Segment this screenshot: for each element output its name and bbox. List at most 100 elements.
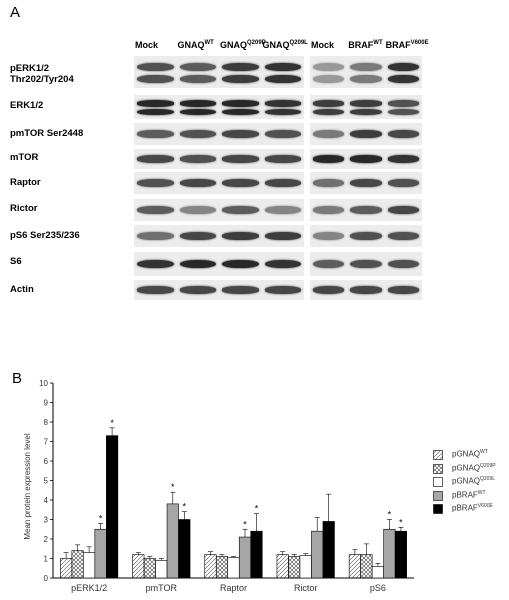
blot-band — [222, 286, 259, 294]
blot-band — [222, 259, 259, 269]
legend-swatch — [433, 463, 443, 474]
legend-item: pGNAQQ209P — [433, 463, 509, 476]
blot-row-label-line: Actin — [10, 284, 34, 295]
legend-swatch-rect — [433, 504, 443, 514]
blot-band — [313, 155, 345, 163]
lane-label-superscript: Q209L — [289, 40, 308, 46]
blot-band — [179, 232, 216, 240]
legend-item: pGNAQWT — [433, 449, 509, 462]
blot-band — [179, 286, 216, 294]
legend-label-base: pBRAF — [452, 503, 478, 513]
bar — [71, 550, 84, 579]
blot-strip — [134, 280, 304, 300]
blot-strip — [134, 225, 304, 247]
blot-strip — [310, 149, 422, 169]
blot-band — [137, 179, 174, 187]
blot-band — [222, 63, 259, 72]
blot-band — [350, 155, 382, 163]
legend-swatch-rect — [433, 477, 443, 487]
lane-label-superscript: WT — [373, 40, 383, 46]
blot-band — [350, 206, 382, 214]
blot-row-label-line: pS6 Ser235/236 — [10, 230, 80, 241]
blot-band — [387, 206, 419, 214]
y-tick-label: 2 — [44, 535, 49, 544]
blot-band — [387, 130, 419, 138]
bar — [60, 558, 73, 579]
lane-label-text: Mock — [135, 40, 159, 50]
lane-label-text: GNAQ — [262, 40, 290, 50]
legend-label: pGNAQQ209P — [452, 463, 496, 473]
blot-row-label-line: pERK1/2 — [10, 63, 50, 74]
bar — [143, 558, 156, 579]
blot-strip — [134, 149, 304, 169]
blot-row-label: pmTOR Ser2448 — [10, 128, 130, 139]
blot-band — [137, 206, 174, 214]
bar — [371, 566, 384, 579]
blot-row-label-line: Rictor — [10, 203, 38, 214]
blot-band — [222, 100, 259, 107]
blot-band — [313, 100, 345, 107]
y-tick-label: 9 — [44, 399, 49, 408]
legend-item: pBRAFV600E — [433, 503, 509, 516]
bar-chart-panel: B 0 1 2 3 4 5 6 7 8 9 10 Mean protein expression le… — [0, 362, 509, 600]
blot-band — [350, 108, 382, 116]
significance-marker: * — [183, 502, 187, 512]
bar — [394, 530, 407, 579]
legend-item: pGNAQQ209L — [433, 476, 509, 489]
bar — [288, 556, 301, 579]
lane-label: BRAFV600E — [386, 40, 429, 50]
lane-label-text: GNAQ — [220, 40, 247, 50]
lane-label: BRAFWT — [348, 40, 382, 50]
blot-row-label: pERK1/2 Thr202/Tyr204 — [10, 63, 130, 85]
significance-marker: * — [243, 519, 247, 529]
blot-strip — [134, 123, 304, 145]
significance-marker: * — [399, 517, 403, 527]
blot-band — [387, 74, 419, 83]
blot-band — [264, 286, 301, 294]
blot-band — [387, 232, 419, 240]
bar — [383, 528, 396, 579]
blot-band — [264, 155, 301, 163]
blot-band — [179, 63, 216, 72]
y-axis-label: Mean protein expression level — [23, 433, 32, 540]
bar — [215, 556, 229, 579]
blot-band — [222, 155, 259, 163]
blot-band — [313, 130, 345, 138]
blot-band — [179, 155, 216, 163]
bar — [227, 557, 240, 579]
blot-band — [264, 74, 301, 83]
blot-band — [179, 74, 216, 83]
blot-band — [179, 108, 216, 116]
legend-swatch-rect — [433, 463, 443, 474]
western-blot-panel: A Mock GNAQWT GNAQQ209P GNAQQ209L Mock BRAFWT… — [10, 4, 429, 300]
lane-label-superscript: V600E — [410, 40, 429, 46]
blot-band — [264, 108, 301, 116]
blot-band — [350, 74, 382, 83]
bar — [106, 435, 119, 579]
blot-band — [387, 179, 419, 187]
blot-band — [137, 130, 174, 138]
blot-row-label-line: pmTOR Ser2448 — [10, 128, 84, 139]
bar — [166, 503, 179, 579]
legend-label-base: pBRAF — [452, 490, 478, 500]
y-tick-label: 7 — [44, 438, 49, 447]
legend-label: pBRAFWT — [452, 490, 486, 500]
bar — [360, 554, 373, 579]
blot-band — [137, 259, 174, 269]
lane-label-superscript: WT — [204, 40, 214, 46]
legend-label-superscript: WT — [477, 489, 486, 496]
blot-strip — [310, 95, 422, 119]
legend-swatch-rect — [433, 450, 443, 460]
blot-band — [222, 179, 259, 187]
blot-band — [387, 259, 419, 269]
blot-band — [350, 179, 382, 187]
bar — [250, 530, 263, 579]
y-tick-label: 10 — [39, 379, 48, 388]
blot-band — [313, 74, 345, 83]
blot-band — [313, 63, 345, 72]
blot-band — [313, 206, 345, 214]
legend-label-base: pGNAQ — [452, 476, 481, 486]
blot-band — [264, 100, 301, 107]
legend-label: pGNAQWT — [452, 449, 488, 459]
y-tick-label: 5 — [44, 477, 49, 486]
